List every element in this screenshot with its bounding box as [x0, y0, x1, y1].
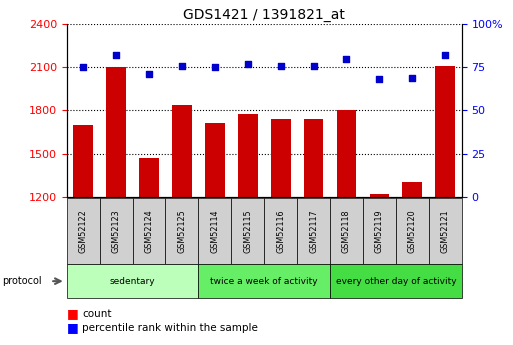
- Text: count: count: [82, 309, 112, 319]
- Text: GSM52125: GSM52125: [177, 209, 186, 253]
- Point: [408, 75, 417, 80]
- Bar: [436, 66, 455, 197]
- Point: [145, 71, 153, 77]
- Point: [342, 56, 350, 61]
- Bar: [139, 158, 159, 197]
- Bar: [402, 182, 422, 197]
- Text: GSM52116: GSM52116: [276, 209, 285, 253]
- Text: GSM52119: GSM52119: [375, 209, 384, 253]
- Text: percentile rank within the sample: percentile rank within the sample: [82, 323, 258, 333]
- Bar: [106, 67, 126, 197]
- Text: ■: ■: [67, 321, 78, 334]
- Text: GSM52115: GSM52115: [243, 209, 252, 253]
- Bar: [205, 123, 225, 197]
- Text: protocol: protocol: [3, 276, 42, 286]
- Point: [376, 77, 384, 82]
- Title: GDS1421 / 1391821_at: GDS1421 / 1391821_at: [183, 8, 345, 22]
- Text: GSM52120: GSM52120: [408, 209, 417, 253]
- Bar: [172, 105, 192, 197]
- Point: [309, 63, 318, 68]
- Point: [112, 52, 120, 58]
- Text: GSM52118: GSM52118: [342, 209, 351, 253]
- Text: GSM52117: GSM52117: [309, 209, 318, 253]
- Bar: [238, 114, 258, 197]
- Text: sedentary: sedentary: [110, 277, 155, 286]
- Text: ■: ■: [67, 307, 78, 321]
- Text: GSM52122: GSM52122: [78, 209, 88, 253]
- Text: GSM52114: GSM52114: [210, 209, 220, 253]
- Bar: [271, 119, 290, 197]
- Point: [244, 61, 252, 67]
- Text: GSM52121: GSM52121: [441, 209, 450, 253]
- Point: [441, 52, 449, 58]
- Bar: [337, 110, 357, 197]
- Bar: [73, 125, 93, 197]
- Text: twice a week of activity: twice a week of activity: [210, 277, 318, 286]
- Text: every other day of activity: every other day of activity: [336, 277, 456, 286]
- Point: [277, 63, 285, 68]
- Point: [79, 65, 87, 70]
- Bar: [369, 195, 389, 197]
- Point: [211, 65, 219, 70]
- Bar: [304, 119, 323, 197]
- Point: [178, 63, 186, 68]
- Text: GSM52124: GSM52124: [145, 209, 153, 253]
- Text: GSM52123: GSM52123: [111, 209, 121, 253]
